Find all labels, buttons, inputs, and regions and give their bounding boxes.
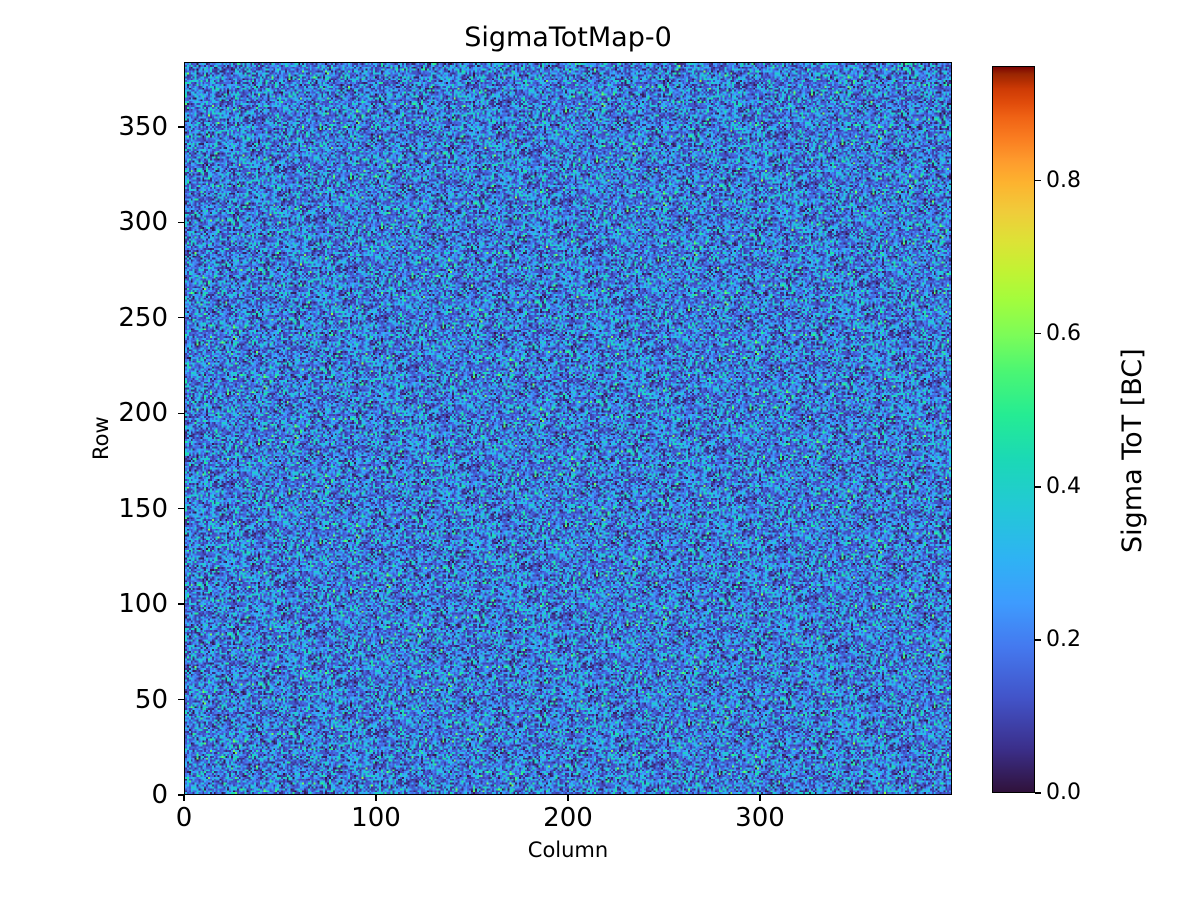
- x-tick-mark: [759, 795, 761, 801]
- colorbar-tick-mark: [1035, 333, 1041, 335]
- x-tick-label: 200: [543, 803, 593, 833]
- y-tick-label: 250: [118, 302, 168, 333]
- x-tick-mark: [183, 795, 185, 801]
- y-tick-mark: [178, 698, 184, 701]
- colorbar-tick-mark: [1035, 180, 1041, 182]
- y-tick-label: 350: [118, 111, 168, 142]
- colorbar-label: Sigma ToT [BC]: [1117, 348, 1148, 553]
- colorbar-tick-mark: [1035, 792, 1041, 794]
- colorbar-tick-mark: [1035, 486, 1041, 488]
- colorbar-tick-label: 0.2: [1046, 626, 1081, 652]
- y-tick-mark: [178, 508, 184, 510]
- heatmap-axes[interactable]: [184, 62, 952, 795]
- colorbar-tick-label: 0.8: [1046, 167, 1081, 193]
- colorbar-tick-label: 0.0: [1046, 780, 1081, 805]
- y-tick-mark: [178, 126, 184, 128]
- y-tick-mark: [178, 794, 184, 796]
- x-tick-label: 300: [735, 803, 785, 833]
- y-tick-label: 200: [118, 398, 168, 429]
- y-tick-label: 100: [118, 589, 168, 620]
- x-tick-label: 0: [175, 803, 193, 833]
- colorbar-tick-label: 0.4: [1046, 473, 1081, 499]
- colorbar-tick-mark: [1035, 639, 1041, 641]
- x-tick-mark: [375, 795, 377, 801]
- x-axis-label: Column: [527, 838, 609, 862]
- y-tick-label: 50: [134, 684, 168, 715]
- x-tick-label: 100: [351, 803, 401, 833]
- colorbar[interactable]: [992, 66, 1035, 793]
- y-tick-mark: [178, 317, 184, 319]
- page-title: SigmaTotMap-0: [464, 22, 672, 53]
- y-tick-mark: [178, 221, 184, 223]
- y-tick-mark: [178, 412, 184, 414]
- x-tick-mark: [567, 795, 569, 801]
- y-axis-label: Row: [89, 416, 113, 460]
- y-tick-label: 300: [118, 207, 168, 238]
- colorbar-tick-label: 0.6: [1046, 320, 1081, 346]
- y-tick-mark: [178, 603, 184, 605]
- y-tick-label: 0: [151, 780, 168, 810]
- y-tick-label: 150: [118, 493, 168, 524]
- heatmap-image: [185, 63, 951, 794]
